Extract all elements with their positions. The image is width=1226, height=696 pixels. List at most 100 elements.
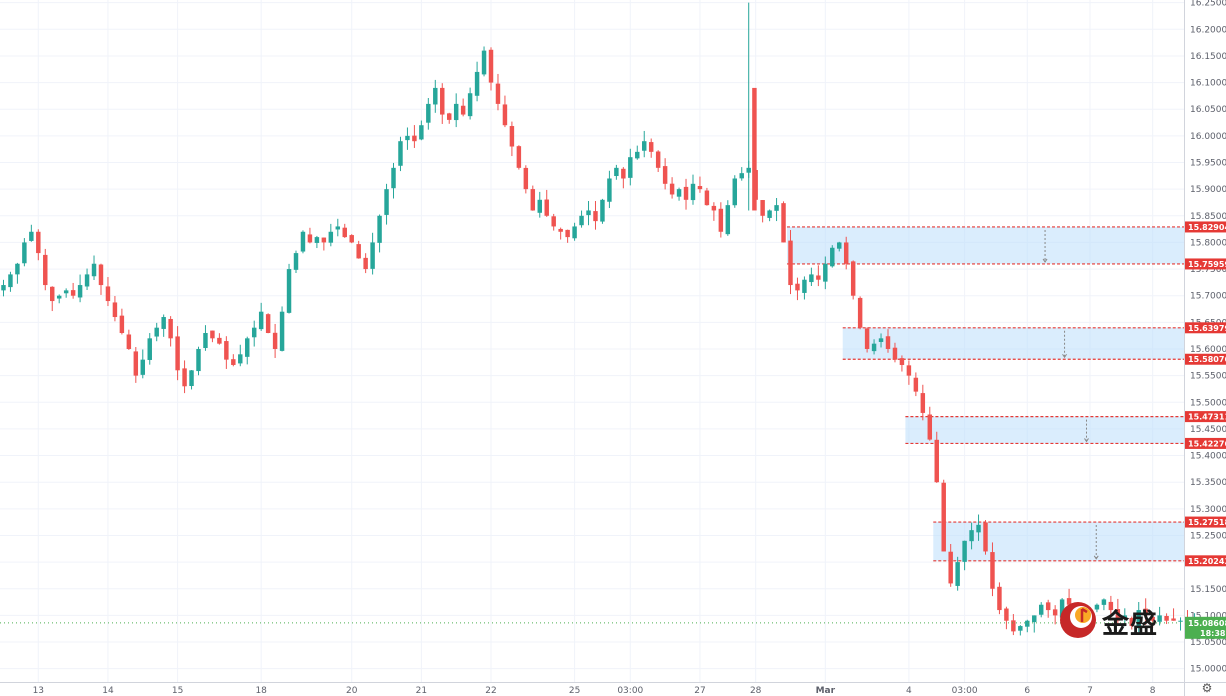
time-tick-label: Mar	[816, 686, 836, 696]
candle-body	[621, 168, 626, 179]
candle-body	[488, 49, 494, 83]
price-tick-label: 16.10000	[1190, 79, 1226, 89]
candle-body	[335, 226, 341, 230]
candle-body	[314, 237, 320, 243]
price-labels-layer: 15.82904 15.75959 15.63979 15.58076 15.47311…	[0, 221, 1226, 639]
candle-body	[871, 343, 877, 352]
candle-body	[154, 327, 159, 337]
price-tick-label: 15.35000	[1190, 478, 1226, 488]
time-tick-label: 28	[750, 686, 762, 696]
candle-body	[948, 551, 953, 584]
candle-body	[1025, 620, 1030, 627]
current-price-tag-bg	[1185, 616, 1226, 639]
candle-body	[349, 235, 354, 243]
zone-measure-arrow	[1084, 438, 1089, 443]
price-tick-label: 15.30000	[1190, 505, 1226, 515]
candle-spike-body	[752, 87, 757, 211]
candle-body	[63, 290, 69, 294]
settings-gear-icon[interactable]: ⚙	[1201, 681, 1213, 695]
candle-body	[50, 286, 55, 302]
candle-body	[196, 348, 201, 372]
candle-body	[384, 189, 389, 215]
candle-body	[460, 105, 466, 115]
candle-body	[56, 295, 62, 299]
candle-body	[593, 211, 598, 222]
price-tick-label: 15.00000	[1190, 665, 1226, 675]
candle-body	[969, 530, 974, 542]
jinsheng-logo: 金盛	[1058, 600, 1174, 640]
price-tick-label: 16.20000	[1190, 25, 1226, 35]
price-tick-label: 15.95000	[1190, 159, 1226, 169]
supply-zone	[905, 416, 1184, 444]
candle-body	[412, 135, 417, 142]
candle-body	[161, 317, 166, 329]
candles-layer	[1, 2, 1197, 636]
zone-bottom-price-label: 15.20243	[1188, 557, 1226, 566]
zone-top-price-label-bg	[1185, 411, 1226, 423]
candle-body	[760, 200, 765, 216]
price-tick-label: 15.70000	[1190, 292, 1226, 302]
price-axis[interactable]: 16.25000 16.20000 16.15000 16.10000 16.05000…	[1190, 0, 1226, 675]
candle-body	[655, 151, 661, 168]
candle-body	[1171, 618, 1176, 621]
candle-body	[509, 126, 515, 147]
candle-body	[913, 377, 919, 392]
candle-body	[22, 242, 27, 264]
logo-text: 金盛	[1102, 609, 1158, 640]
candle-body	[516, 146, 522, 168]
candle-body	[850, 261, 856, 296]
candle-body	[1038, 604, 1044, 615]
candle-body	[1045, 602, 1051, 611]
time-tick-label: 27	[694, 686, 705, 696]
price-tick-label: 15.45000	[1190, 425, 1226, 435]
candle-body	[899, 358, 905, 365]
candle-body	[405, 135, 410, 141]
time-axis[interactable]: 13 14 15 18 20 21 22 25 03:00 27 28 Mar 4 03:00 6 7 8	[33, 686, 1156, 696]
candle-body	[286, 269, 292, 313]
candle-body	[767, 210, 772, 218]
candle-body	[739, 173, 744, 179]
zone-top-price-label: 15.47311	[1188, 413, 1226, 422]
candle-body	[920, 393, 926, 413]
candle-body	[98, 264, 104, 286]
candle-body	[1150, 616, 1155, 621]
candle-body	[955, 562, 960, 586]
candle-body	[718, 208, 724, 232]
time-tick-label: 4	[906, 686, 912, 696]
supply-zone	[787, 226, 1184, 264]
candle-body	[8, 274, 13, 288]
time-tick-label: 20	[346, 686, 358, 696]
candle-body	[586, 210, 591, 216]
candle-body	[251, 327, 257, 338]
candle-body	[1122, 615, 1128, 619]
candle-body	[579, 215, 584, 226]
candle-body	[328, 231, 334, 243]
candle-body	[690, 183, 696, 201]
logo-emblem-icon	[1060, 602, 1096, 638]
candle-body	[293, 253, 299, 270]
candle-body	[1018, 626, 1023, 631]
price-tick-label: 15.15000	[1190, 585, 1226, 595]
candle-body	[676, 189, 682, 197]
zone-measure-arrow	[1062, 353, 1067, 359]
candle-body	[140, 359, 146, 375]
candle-body	[467, 93, 473, 117]
candle-body	[600, 199, 605, 222]
candle-body	[363, 257, 368, 270]
candle-body	[1032, 615, 1037, 623]
zone-bottom-price-label-bg	[1185, 555, 1226, 567]
supply-zone	[933, 522, 1184, 561]
candle-body	[1115, 609, 1121, 621]
candle-body	[307, 234, 313, 243]
time-tick-label: 7	[1087, 686, 1093, 696]
countdown-label: 18:38	[1200, 629, 1226, 638]
zone-top-price-label-bg	[1185, 221, 1226, 233]
candle-body	[15, 263, 20, 275]
candle-body	[1094, 604, 1100, 610]
candle-body	[189, 370, 194, 386]
price-tick-label: 15.50000	[1190, 398, 1226, 408]
candle-body	[182, 368, 187, 387]
time-tick-label: 03:00	[617, 686, 643, 696]
candle-body	[878, 338, 884, 342]
